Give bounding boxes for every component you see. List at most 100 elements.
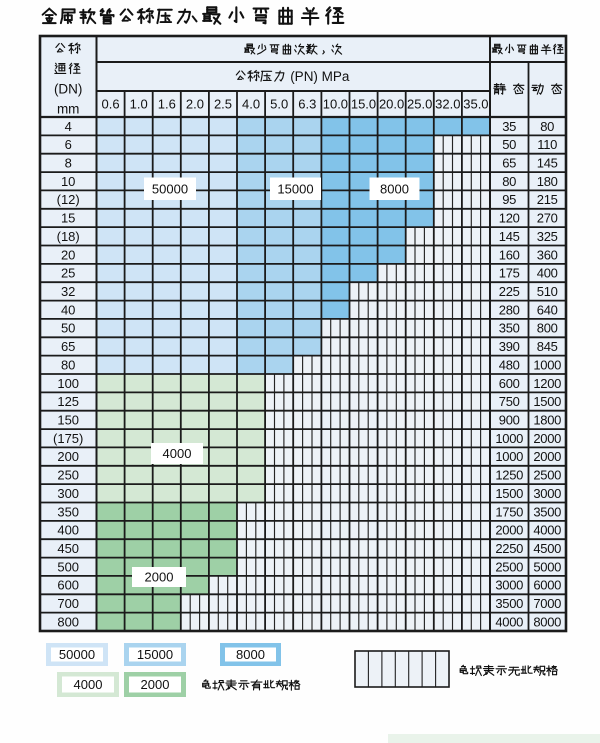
svg-text:3500: 3500 <box>533 504 561 519</box>
svg-text:20.0: 20.0 <box>379 97 404 112</box>
svg-text:6: 6 <box>65 137 72 152</box>
svg-text:80: 80 <box>540 119 554 134</box>
svg-text:25.0: 25.0 <box>407 97 432 112</box>
svg-text:250: 250 <box>57 468 79 483</box>
svg-text:50000: 50000 <box>152 181 188 196</box>
svg-text:225: 225 <box>499 284 520 299</box>
svg-text:1000: 1000 <box>495 449 523 464</box>
svg-text:0.6: 0.6 <box>102 97 120 112</box>
svg-text:500: 500 <box>57 559 79 574</box>
svg-text:95: 95 <box>502 192 516 207</box>
svg-text:125: 125 <box>57 394 79 409</box>
svg-text:(12): (12) <box>57 192 80 207</box>
svg-text:600: 600 <box>499 376 520 391</box>
svg-text:20: 20 <box>61 247 75 262</box>
svg-text:3500: 3500 <box>495 596 523 611</box>
svg-text:3000: 3000 <box>495 578 523 593</box>
svg-text:2000: 2000 <box>533 449 561 464</box>
svg-text:2250: 2250 <box>495 541 523 556</box>
svg-text:10.0: 10.0 <box>323 97 348 112</box>
svg-text:35.0: 35.0 <box>463 97 488 112</box>
svg-text:180: 180 <box>537 174 558 189</box>
svg-text:215: 215 <box>537 192 558 207</box>
svg-text:35: 35 <box>502 119 516 134</box>
svg-text:2500: 2500 <box>533 468 561 483</box>
svg-text:4000: 4000 <box>533 523 561 538</box>
svg-text:100: 100 <box>57 376 79 391</box>
svg-text:1500: 1500 <box>495 486 523 501</box>
svg-text:15.0: 15.0 <box>351 97 376 112</box>
svg-text:900: 900 <box>499 413 520 428</box>
svg-text:mm: mm <box>57 102 80 117</box>
svg-text:1000: 1000 <box>495 431 523 446</box>
svg-text:65: 65 <box>61 339 75 354</box>
svg-text:270: 270 <box>537 211 558 226</box>
svg-text:8: 8 <box>65 156 72 171</box>
svg-text:3000: 3000 <box>533 486 561 501</box>
svg-text:390: 390 <box>499 339 520 354</box>
svg-text:80: 80 <box>61 357 75 372</box>
svg-text:175: 175 <box>499 266 520 281</box>
svg-text:350: 350 <box>57 504 79 519</box>
svg-text:8000: 8000 <box>236 647 265 662</box>
svg-text:110: 110 <box>537 137 557 152</box>
svg-text:750: 750 <box>499 394 520 409</box>
svg-text:1.6: 1.6 <box>158 97 176 112</box>
svg-text:32: 32 <box>61 284 75 299</box>
svg-text:145: 145 <box>537 156 558 171</box>
svg-text:640: 640 <box>537 302 558 317</box>
svg-text:480: 480 <box>499 357 520 372</box>
svg-text:1.0: 1.0 <box>130 97 148 112</box>
svg-text:2000: 2000 <box>533 431 561 446</box>
svg-text:65: 65 <box>502 156 516 171</box>
svg-text:25: 25 <box>61 266 75 281</box>
svg-text:325: 325 <box>537 229 558 244</box>
svg-text:2.0: 2.0 <box>186 97 204 112</box>
svg-text:145: 145 <box>499 229 520 244</box>
svg-text:200: 200 <box>57 449 79 464</box>
svg-text:1800: 1800 <box>533 413 561 428</box>
svg-text:32.0: 32.0 <box>435 97 460 112</box>
svg-text:2000: 2000 <box>141 677 170 692</box>
svg-text:50000: 50000 <box>59 647 95 662</box>
svg-text:4000: 4000 <box>163 446 192 461</box>
svg-text:600: 600 <box>57 578 79 593</box>
svg-text:800: 800 <box>537 321 558 336</box>
svg-text:400: 400 <box>537 266 558 281</box>
svg-text:300: 300 <box>57 486 79 501</box>
svg-text:800: 800 <box>57 614 79 629</box>
svg-text:8000: 8000 <box>533 614 561 629</box>
svg-text:(18): (18) <box>57 229 80 244</box>
svg-text:15: 15 <box>61 211 75 226</box>
svg-text:2500: 2500 <box>495 559 523 574</box>
svg-text:50: 50 <box>502 137 516 152</box>
svg-text:1750: 1750 <box>495 504 523 519</box>
svg-text:7000: 7000 <box>533 596 561 611</box>
svg-text:160: 160 <box>499 247 520 262</box>
svg-text:10: 10 <box>61 174 75 189</box>
svg-text:4500: 4500 <box>533 541 561 556</box>
svg-text:150: 150 <box>57 413 79 428</box>
svg-text:2.5: 2.5 <box>214 97 232 112</box>
svg-text:4000: 4000 <box>495 614 523 629</box>
svg-text:6000: 6000 <box>533 578 561 593</box>
svg-text:5.0: 5.0 <box>270 97 288 112</box>
svg-text:1200: 1200 <box>533 376 561 391</box>
svg-text:40: 40 <box>61 302 75 317</box>
svg-text:(DN): (DN) <box>54 82 83 97</box>
svg-text:6.3: 6.3 <box>298 97 316 112</box>
svg-text:400: 400 <box>57 523 79 538</box>
svg-text:4000: 4000 <box>74 677 103 692</box>
svg-text:510: 510 <box>537 284 558 299</box>
svg-text:350: 350 <box>499 321 520 336</box>
svg-text:1500: 1500 <box>533 394 561 409</box>
svg-text:4.0: 4.0 <box>242 97 260 112</box>
svg-text:845: 845 <box>537 339 558 354</box>
svg-text:8000: 8000 <box>380 181 409 196</box>
svg-text:(PN) MPa: (PN) MPa <box>290 69 350 84</box>
svg-text:50: 50 <box>61 321 75 336</box>
svg-text:1250: 1250 <box>495 468 523 483</box>
svg-text:1000: 1000 <box>533 357 561 372</box>
svg-text:450: 450 <box>57 541 79 556</box>
svg-text:2000: 2000 <box>495 523 523 538</box>
